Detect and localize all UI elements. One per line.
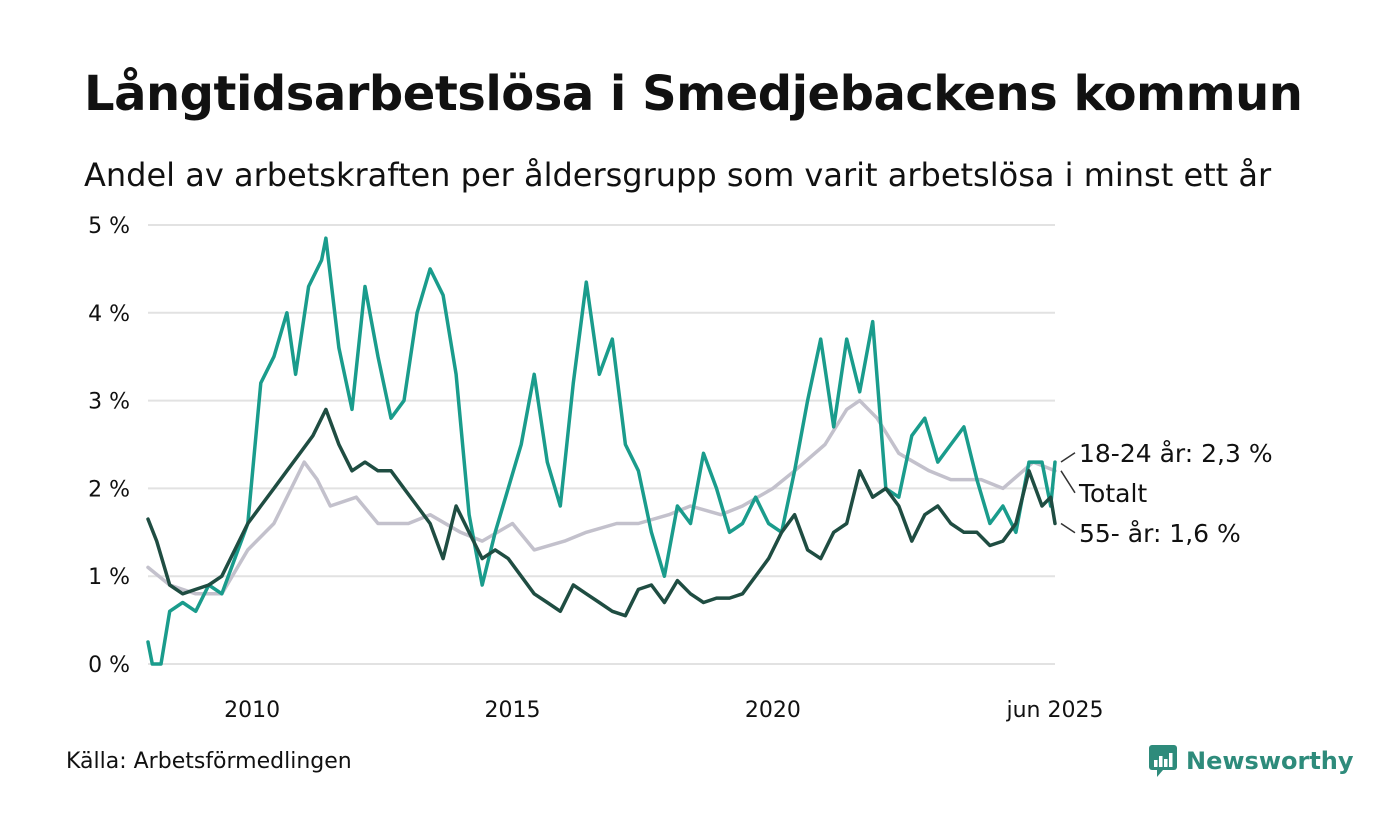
series-end-label: Totalt bbox=[1078, 479, 1147, 508]
chart-title: Långtidsarbetslösa i Smedjebackens kommu… bbox=[84, 66, 1303, 122]
y-tick-label: 0 % bbox=[88, 653, 130, 678]
x-axis-ticks: 2010 2015 2020 jun 2025 bbox=[224, 698, 1103, 723]
series-end-label: 18-24 år: 2,3 % bbox=[1079, 439, 1273, 468]
y-tick-label: 1 % bbox=[88, 565, 130, 590]
series-line-totalt bbox=[146, 398, 1057, 596]
y-tick-label: 2 % bbox=[88, 477, 130, 502]
end-label-connector bbox=[1060, 470, 1076, 494]
end-labels: 18-24 år: 2,3 % Totalt 55- år: 1,6 % bbox=[1060, 439, 1273, 548]
y-tick-label: 5 % bbox=[88, 214, 130, 239]
series-line-18-24-r bbox=[146, 236, 1057, 666]
x-tick-label: jun 2025 bbox=[1006, 698, 1104, 723]
brand-name: Newsworthy bbox=[1186, 747, 1354, 775]
y-tick-label: 3 % bbox=[88, 390, 130, 415]
chart-subtitle: Andel av arbetskraften per åldersgrupp s… bbox=[84, 156, 1272, 194]
brand: Newsworthy bbox=[1148, 744, 1354, 778]
x-tick-label: 2015 bbox=[485, 698, 541, 723]
series-line-55-r bbox=[146, 407, 1057, 618]
source-note: Källa: Arbetsförmedlingen bbox=[66, 749, 352, 774]
grid-lines bbox=[148, 224, 1055, 665]
newsworthy-logo-icon bbox=[1149, 745, 1177, 777]
x-tick-label: 2010 bbox=[224, 698, 280, 723]
series-lines bbox=[146, 236, 1057, 666]
series-end-label: 55- år: 1,6 % bbox=[1079, 519, 1241, 548]
x-tick-label: 2020 bbox=[745, 698, 801, 723]
y-tick-label: 4 % bbox=[88, 302, 130, 327]
line-chart: 0 %1 %2 %3 %4 %5 % 2010 2015 2020 jun 2025 … bbox=[88, 214, 1273, 723]
end-label-connector bbox=[1060, 522, 1076, 534]
y-axis-ticks: 0 % 1 % 2 % 3 % 4 % 5 % bbox=[88, 214, 130, 678]
end-label-connector bbox=[1060, 452, 1076, 463]
